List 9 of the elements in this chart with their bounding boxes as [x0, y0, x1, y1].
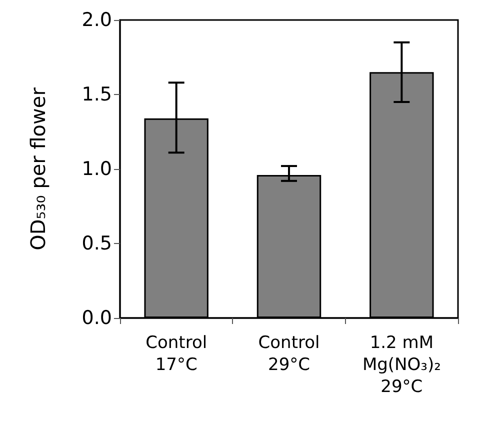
y-tick-label: 2.0 — [82, 9, 112, 31]
x-tick-label: 1.2 mM Mg(NO₃)₂ 29°C — [362, 333, 441, 397]
y-tick-label: 0.5 — [82, 232, 112, 254]
y-tick-label: 1.0 — [82, 158, 112, 180]
x-tick-label: Control 17°C — [146, 333, 208, 375]
x-tick-label: Control 29°C — [258, 333, 320, 375]
y-axis-title: OD₅₃₀ per flower — [26, 86, 50, 250]
y-tick-label: 1.5 — [82, 84, 112, 106]
y-tick-label: 0.0 — [82, 307, 112, 329]
